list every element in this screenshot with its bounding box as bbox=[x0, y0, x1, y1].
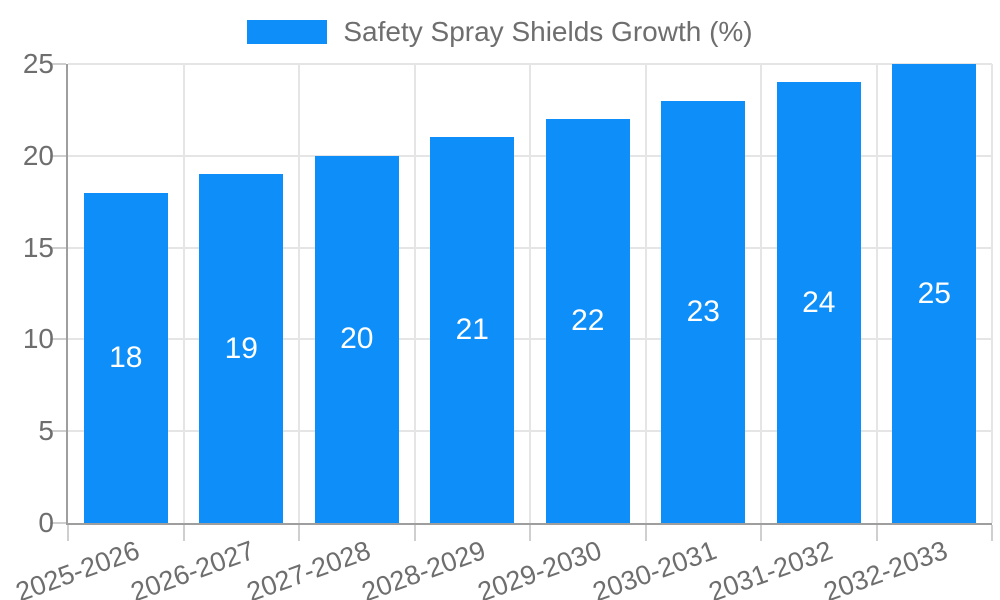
x-axis-tick-mark bbox=[875, 525, 878, 541]
x-axis-tick-mark bbox=[760, 525, 762, 541]
x-tick-label: 2025-2026 bbox=[11, 535, 144, 600]
x-tick-label: 2029-2030 bbox=[473, 535, 606, 600]
bar[interactable] bbox=[661, 100, 746, 523]
y-tick-label: 0 bbox=[38, 507, 54, 538]
bar[interactable] bbox=[545, 119, 630, 523]
bar-value-label: 19 bbox=[224, 331, 258, 365]
bar-value-label: 20 bbox=[340, 322, 374, 356]
bar-value-label: 24 bbox=[802, 285, 836, 319]
gridline-vertical bbox=[529, 64, 531, 523]
bar-value-label: 18 bbox=[109, 340, 143, 374]
y-tick-label: 20 bbox=[22, 139, 54, 171]
x-axis-line bbox=[66, 523, 992, 525]
legend-item[interactable]: Safety Spray Shields Growth (%) bbox=[0, 14, 1000, 50]
gridline-vertical bbox=[760, 64, 762, 523]
x-axis-tick-mark bbox=[529, 525, 531, 541]
gridline-vertical bbox=[991, 64, 993, 523]
bar[interactable] bbox=[314, 155, 399, 523]
y-axis-tick-mark bbox=[50, 154, 66, 157]
x-axis-tick-mark bbox=[182, 525, 185, 541]
x-tick-label: 2028-2029 bbox=[357, 535, 490, 600]
x-axis-tick-mark bbox=[298, 525, 300, 541]
y-tick-label: 25 bbox=[22, 48, 54, 79]
bar[interactable] bbox=[83, 192, 168, 523]
x-tick-label: 2030-2031 bbox=[588, 535, 721, 600]
bar-value-label: 25 bbox=[917, 276, 951, 310]
bar[interactable] bbox=[776, 82, 861, 523]
x-axis-tick-mark bbox=[67, 525, 69, 541]
y-axis-tick-mark bbox=[50, 430, 66, 433]
x-tick-label: 2032-2033 bbox=[819, 535, 952, 600]
bar-value-label: 22 bbox=[571, 304, 605, 338]
y-tick-label: 15 bbox=[22, 231, 54, 263]
bar-value-label: 23 bbox=[686, 294, 720, 328]
bar-value-label: 21 bbox=[455, 313, 489, 347]
gridline-vertical bbox=[644, 64, 647, 523]
y-axis-tick-mark bbox=[50, 246, 66, 249]
bar[interactable] bbox=[892, 64, 977, 523]
bar[interactable] bbox=[199, 174, 284, 523]
gridline-vertical bbox=[413, 64, 416, 523]
gridline-vertical bbox=[298, 64, 300, 523]
x-tick-label: 2031-2032 bbox=[704, 535, 837, 600]
x-axis-tick-mark bbox=[644, 525, 647, 541]
x-tick-label: 2027-2028 bbox=[242, 535, 375, 600]
bar[interactable] bbox=[430, 137, 515, 523]
gridline-vertical bbox=[875, 64, 878, 523]
y-tick-label: 10 bbox=[22, 323, 54, 355]
legend-swatch-icon bbox=[247, 20, 328, 44]
y-axis-tick-mark bbox=[50, 338, 66, 341]
plot-area: 18 19 20 21 22 23 24 25 bbox=[50, 63, 993, 541]
y-axis-tick-mark bbox=[50, 522, 66, 524]
x-axis-tick-mark bbox=[413, 525, 416, 541]
legend-label: Safety Spray Shields Growth (%) bbox=[343, 16, 753, 47]
y-axis-tick-mark bbox=[50, 63, 66, 65]
y-axis-line bbox=[66, 64, 68, 523]
gridline-vertical bbox=[182, 64, 185, 523]
y-tick-label: 5 bbox=[38, 415, 54, 447]
x-tick-label: 2026-2027 bbox=[126, 535, 259, 600]
x-axis-tick-mark bbox=[991, 525, 993, 541]
